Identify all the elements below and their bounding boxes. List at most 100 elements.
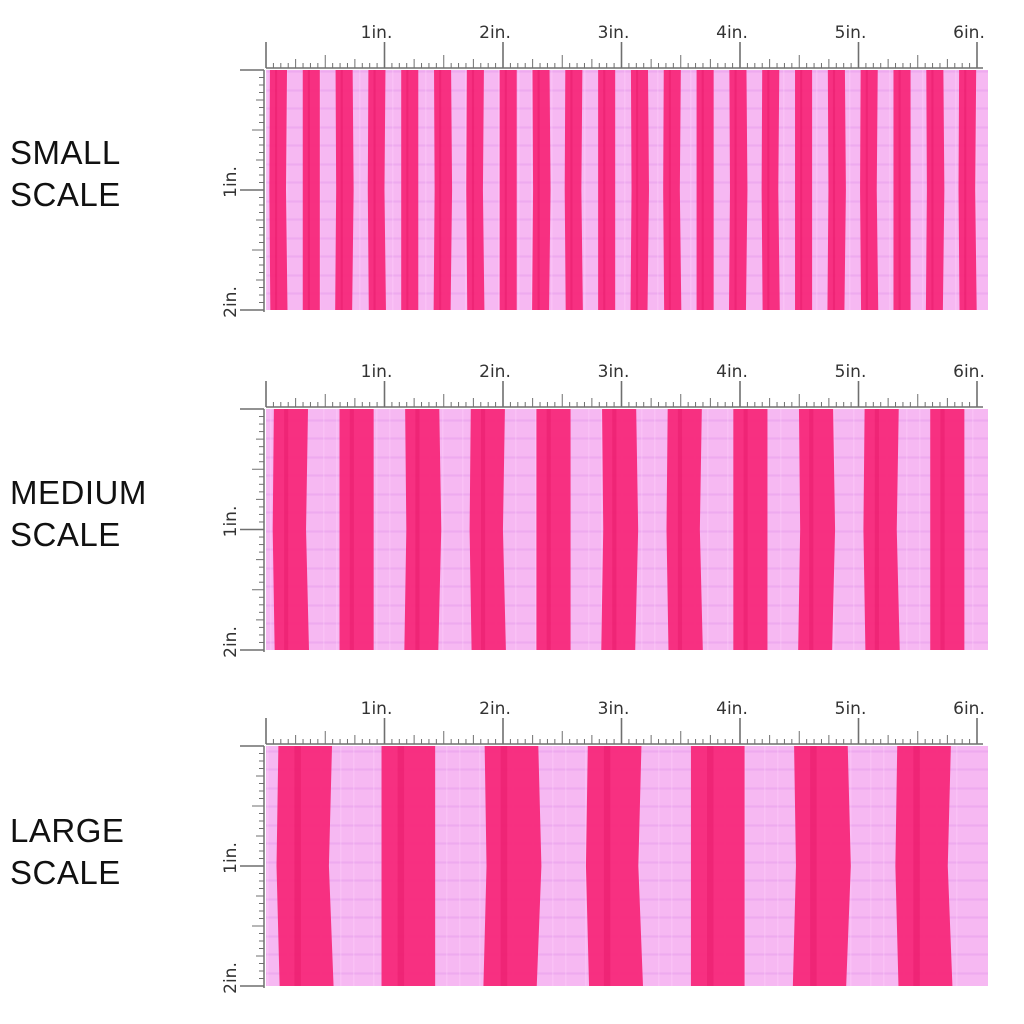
ruler-top-label: 6in. xyxy=(953,699,985,719)
fabric-stripe xyxy=(404,409,442,650)
fabric-texture-line xyxy=(266,71,988,73)
ruler-top-label: 5in. xyxy=(835,23,867,43)
fabric-texture-line xyxy=(266,90,988,92)
ruler-left-label: 2in. xyxy=(221,286,241,318)
fabric-texture-line xyxy=(266,70,988,72)
medium-scale-label-line1: MEDIUM xyxy=(10,474,147,511)
medium-scale-ruler: 1in. 2in. 3in. 4in. 5in. 6in. 1in. 2in. xyxy=(221,362,985,658)
ruler-top-label: 1in. xyxy=(361,699,393,719)
large-scale-label: LARGE SCALE xyxy=(10,810,124,894)
fabric-texture-line xyxy=(266,107,988,109)
fabric-texture-line xyxy=(266,127,988,129)
fabric-stripe-shade xyxy=(570,70,573,310)
ruler-top-label: 3in. xyxy=(598,362,630,382)
fabric-texture-line xyxy=(266,293,988,295)
ruler-left-label: 1in. xyxy=(221,506,241,538)
fabric-stripe xyxy=(663,70,682,310)
ruler-top-label: 3in. xyxy=(598,23,630,43)
fabric-texture-line xyxy=(266,218,988,220)
fabric-stripe-shade xyxy=(767,70,770,310)
fabric-texture-line xyxy=(270,409,272,650)
fabric-stripe-shade xyxy=(832,70,836,310)
medium-scale-panel: MEDIUM SCALE 1in. 2in. 3in. 4in. 5in. 6in. 1in… xyxy=(10,362,988,658)
ruler-top-label: 2in. xyxy=(479,699,511,719)
fabric-texture-line xyxy=(624,70,626,310)
fabric-texture-line xyxy=(340,746,342,986)
large-scale-label-line1: LARGE xyxy=(10,812,125,849)
fabric-stripe-shade xyxy=(537,70,540,310)
fabric-stripe-shade xyxy=(636,70,639,310)
fabric-stripe-shade xyxy=(810,746,817,986)
fabric-texture-line xyxy=(671,746,673,986)
fabric-texture-line xyxy=(584,70,586,310)
fabric-stripe-shade xyxy=(439,70,442,310)
fabric-texture-line xyxy=(266,164,988,166)
fabric-stripe-shade xyxy=(865,70,868,310)
ruler-top-label: 4in. xyxy=(716,699,748,719)
fabric-texture-line xyxy=(389,409,391,650)
small-scale-panel: SMALL SCALE 1in. 2in. 3in. 4in. 5in. 6in. 1in.… xyxy=(0,0,1024,330)
fabric-texture-line xyxy=(565,746,567,986)
fabric-texture-line xyxy=(975,70,977,310)
fabric-stripe-shade xyxy=(546,409,551,650)
fabric-stripe-shade xyxy=(668,70,671,310)
fabric-stripe xyxy=(598,70,616,310)
fabric-stripe-shade xyxy=(397,746,405,986)
fabric-texture-line xyxy=(266,144,988,146)
fabric-texture-line xyxy=(462,409,464,650)
fabric-texture-line xyxy=(535,409,537,650)
fabric-stripe-shade xyxy=(340,70,343,310)
fabric-texture-line xyxy=(266,89,988,91)
fabric-texture-line xyxy=(442,409,444,650)
fabric-texture-line xyxy=(764,746,766,986)
fabric-texture-line xyxy=(641,409,643,650)
fabric-stripe xyxy=(276,746,334,986)
medium-scale-fabric-swatch xyxy=(266,409,988,650)
fabric-texture-line xyxy=(601,409,603,650)
fabric-stripe xyxy=(272,409,309,650)
fabric-stripe xyxy=(367,70,386,310)
ruler-top-label: 5in. xyxy=(835,699,867,719)
fabric-stripe xyxy=(666,409,703,650)
small-scale-label-line1: SMALL xyxy=(10,134,121,171)
fabric-texture-line xyxy=(955,70,957,310)
fabric-stripe-shade xyxy=(913,746,920,986)
fabric-texture-line xyxy=(266,182,988,184)
fabric-texture-line xyxy=(551,70,553,310)
fabric-texture-line xyxy=(658,746,660,986)
fabric-texture-line xyxy=(919,409,921,650)
ruler-left-label: 2in. xyxy=(221,962,241,994)
fabric-stripe xyxy=(795,70,813,310)
fabric-stripe-shade xyxy=(603,70,606,310)
fabric-stripe xyxy=(339,409,374,650)
fabric-pattern xyxy=(266,70,988,310)
fabric-texture-line xyxy=(266,275,988,277)
fabric-texture-line xyxy=(515,409,517,650)
fabric-texture-line xyxy=(654,409,656,650)
fabric-texture-line xyxy=(266,237,988,239)
fabric-texture-line xyxy=(373,746,375,986)
fabric-stripe-shade xyxy=(612,409,617,650)
fabric-stripe-shade xyxy=(415,409,420,650)
fabric-texture-line xyxy=(266,181,988,183)
ruler-top-label: 1in. xyxy=(361,362,393,382)
fabric-stripe xyxy=(269,70,288,310)
fabric-stripe-shade xyxy=(701,70,704,310)
medium-scale-label-line2: SCALE xyxy=(10,516,121,553)
fabric-stripe xyxy=(499,70,517,310)
fabric-texture-line xyxy=(585,746,587,986)
fabric-texture-line xyxy=(267,746,269,986)
ruler-top-label: 4in. xyxy=(716,23,748,43)
fabric-texture-line xyxy=(657,70,659,310)
fabric-stripe xyxy=(792,746,851,986)
fabric-texture-line xyxy=(266,145,988,147)
fabric-stripe-shade xyxy=(307,70,310,310)
fabric-texture-line xyxy=(266,70,268,310)
fabric-stripe xyxy=(930,409,965,650)
fabric-stripe xyxy=(863,409,900,650)
fabric-stripe xyxy=(564,70,583,310)
fabric-texture-line xyxy=(323,409,325,650)
fabric-stripe xyxy=(761,70,780,310)
